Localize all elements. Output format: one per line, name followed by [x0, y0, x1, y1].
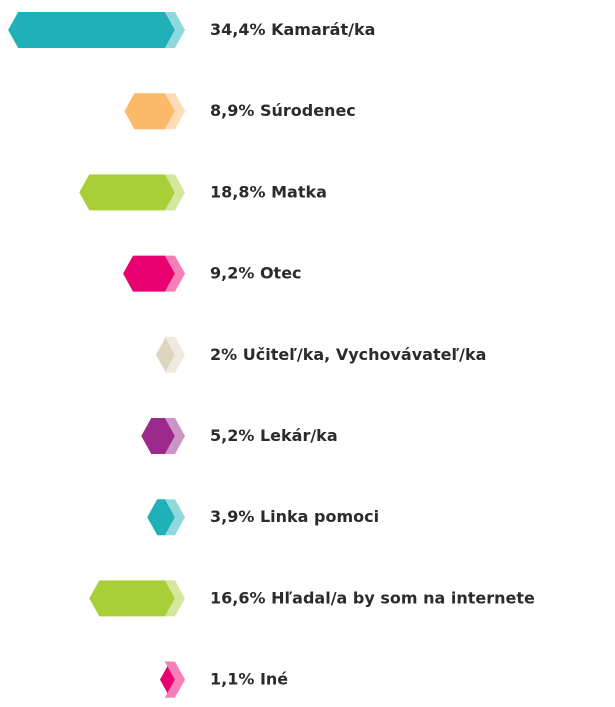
bar-tip — [165, 418, 185, 454]
bar-label: 3,9% Linka pomoci — [210, 507, 379, 526]
bar — [124, 93, 175, 130]
value-label: 34,4% — [210, 20, 266, 39]
value-label: 5,2% — [210, 426, 254, 445]
bar-tip — [165, 580, 185, 617]
bar-label: 2% Učiteľ/ka, Vychovávateľ/ka — [210, 344, 486, 363]
bar-label: 18,8% Matka — [210, 182, 327, 201]
bar-tip — [165, 174, 185, 211]
category-label: Súrodenec — [260, 101, 356, 120]
category-label: Otec — [260, 263, 302, 282]
bar — [123, 255, 175, 292]
value-label: 9,2% — [210, 263, 254, 282]
value-label: 1,1% — [210, 669, 254, 688]
value-label: 3,9% — [210, 507, 254, 526]
bar-tip — [165, 336, 185, 373]
bar-label: 34,4% Kamarát/ka — [210, 20, 375, 39]
bar-label: 5,2% Lekár/ka — [210, 426, 338, 445]
category-label: Učiteľ/ka, Vychovávateľ/ka — [243, 344, 487, 363]
bar-tip — [165, 255, 185, 292]
category-label: Matka — [271, 182, 327, 201]
bar-tip — [165, 661, 185, 698]
bar — [147, 499, 175, 536]
bar-tip — [165, 12, 185, 48]
category-label: Iné — [260, 669, 288, 688]
bar-label: 16,6% Hľadal/a by som na internete — [210, 588, 535, 607]
bar-label: 8,9% Súrodenec — [210, 101, 356, 120]
value-label: 2% — [210, 344, 237, 363]
category-label: Hľadal/a by som na internete — [271, 588, 535, 607]
value-label: 8,9% — [210, 101, 254, 120]
bar — [8, 12, 175, 48]
category-label: Lekár/ka — [260, 426, 338, 445]
bar-label: 1,1% Iné — [210, 669, 288, 688]
bar — [79, 174, 175, 211]
bar-tip — [165, 499, 185, 536]
bar — [141, 418, 175, 454]
value-label: 18,8% — [210, 182, 266, 201]
bar-label: 9,2% Otec — [210, 263, 302, 282]
category-label: Linka pomoci — [260, 507, 379, 526]
bar-tip — [165, 93, 185, 130]
value-label: 16,6% — [210, 588, 266, 607]
bar — [159, 661, 175, 698]
bar — [89, 580, 175, 617]
category-label: Kamarát/ka — [271, 20, 375, 39]
bar — [155, 336, 175, 373]
